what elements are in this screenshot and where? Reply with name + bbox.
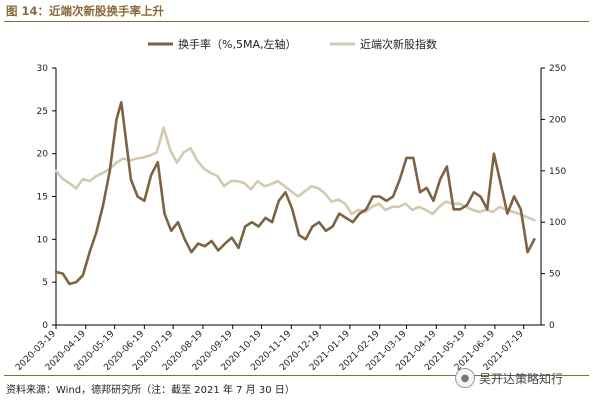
x-axis-ticks: 2020-03-192020-04-192020-05-192020-06-19… <box>14 325 526 370</box>
left-tick-label: 5 <box>42 278 48 288</box>
watermark: ● 吴开达策略知行 <box>455 368 563 388</box>
source-divider <box>4 375 589 376</box>
left-tick-label: 20 <box>37 150 49 160</box>
right-tick-label: 250 <box>549 64 566 74</box>
source-note: 资料来源：Wind，德邦研究所（注：截至 2021 年 7 月 30 日） <box>6 385 295 396</box>
series-layer <box>54 101 536 286</box>
left-tick-label: 10 <box>37 235 49 245</box>
right-tick-label: 50 <box>549 270 561 280</box>
right-tick-label: 100 <box>549 218 566 228</box>
right-axis-ticks: 0 50 100 150 200 250 <box>541 64 566 331</box>
turnover-chart: 换手率（%,5MA,左轴） 近端次新股指数 0 5 10 15 20 25 30 0 50 10… <box>14 37 566 370</box>
series-line-index <box>54 126 536 222</box>
left-tick-label: 0 <box>42 321 48 331</box>
watermark-text: 吴开达策略知行 <box>479 371 564 386</box>
left-tick-label: 25 <box>37 107 48 117</box>
series-line-turnover <box>54 101 536 286</box>
right-tick-label: 0 <box>549 321 555 331</box>
left-tick-label: 15 <box>37 193 48 203</box>
legend-label-turnover: 换手率（%,5MA,左轴） <box>178 37 296 51</box>
figure-title: 图 14：近端次新股换手率上升 <box>6 4 165 18</box>
wechat-icon: ● <box>455 368 475 388</box>
legend: 换手率（%,5MA,左轴） 近端次新股指数 <box>148 37 437 51</box>
legend-label-index: 近端次新股指数 <box>360 37 437 51</box>
left-tick-label: 30 <box>37 64 49 74</box>
title-divider <box>4 21 589 22</box>
left-axis-ticks: 0 5 10 15 20 25 30 <box>37 64 56 331</box>
right-tick-label: 150 <box>549 167 566 177</box>
right-tick-label: 200 <box>549 115 566 125</box>
